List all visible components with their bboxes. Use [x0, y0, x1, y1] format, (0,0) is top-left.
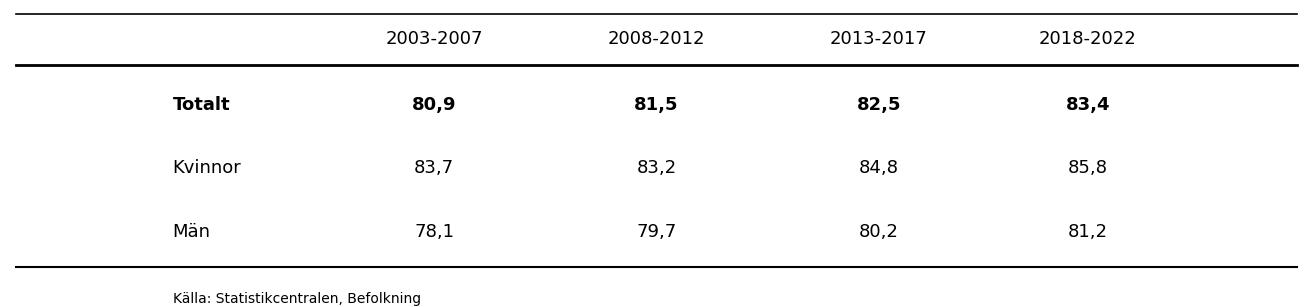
- Text: 80,9: 80,9: [412, 96, 457, 114]
- Text: 2013-2017: 2013-2017: [830, 29, 928, 48]
- Text: 2018-2022: 2018-2022: [1039, 29, 1137, 48]
- Text: 83,2: 83,2: [637, 159, 676, 177]
- Text: 79,7: 79,7: [637, 223, 676, 241]
- Text: 78,1: 78,1: [414, 223, 454, 241]
- Text: 85,8: 85,8: [1067, 159, 1108, 177]
- Text: Totalt: Totalt: [173, 96, 230, 114]
- Text: 81,5: 81,5: [634, 96, 679, 114]
- Text: 82,5: 82,5: [856, 96, 901, 114]
- Text: 81,2: 81,2: [1067, 223, 1108, 241]
- Text: 80,2: 80,2: [859, 223, 898, 241]
- Text: 84,8: 84,8: [859, 159, 899, 177]
- Text: 83,7: 83,7: [414, 159, 454, 177]
- Text: 83,4: 83,4: [1066, 96, 1111, 114]
- Text: Kvinnor: Kvinnor: [173, 159, 242, 177]
- Text: 2008-2012: 2008-2012: [608, 29, 705, 48]
- Text: Män: Män: [173, 223, 211, 241]
- Text: 2003-2007: 2003-2007: [386, 29, 483, 48]
- Text: Källa: Statistikcentralen, Befolkning: Källa: Statistikcentralen, Befolkning: [173, 292, 421, 306]
